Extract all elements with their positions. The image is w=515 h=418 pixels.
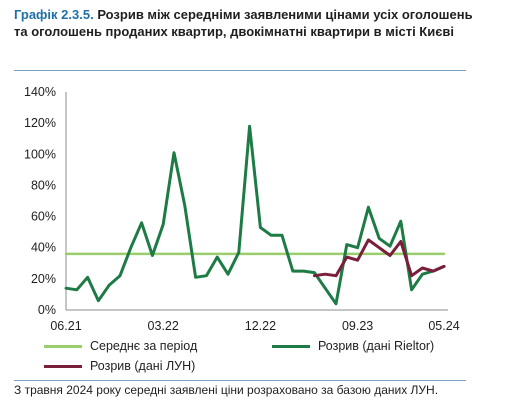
x-tick-label: 05.24 <box>428 319 459 333</box>
chart-title: Графік 2.3.5. Розрив між середніми заявл… <box>14 6 484 40</box>
x-tick-label: 06.21 <box>50 319 81 333</box>
x-tick-label: 09.23 <box>342 319 373 333</box>
x-tick-label: 12.22 <box>245 319 276 333</box>
y-tick-label: 20% <box>31 272 56 286</box>
y-tick-label: 100% <box>24 147 56 161</box>
x-tick-label: 03.22 <box>148 319 179 333</box>
legend-label-lun: Розрив (дані ЛУН) <box>90 359 196 373</box>
y-tick-label: 120% <box>24 116 56 130</box>
y-tick-label: 40% <box>31 241 56 255</box>
series-rieltor-line <box>64 124 446 306</box>
footnote: З травня 2024 року середні заявлені ціни… <box>14 383 439 397</box>
line-chart: 0% 20% 40% 60% 80% 100% 120% 140% 06.21 03.22 12.2… <box>24 85 460 333</box>
y-tick-label: 60% <box>31 210 56 224</box>
y-tick-label: 80% <box>31 178 56 192</box>
title-divider <box>14 70 466 71</box>
legend-swatch-average <box>44 344 82 348</box>
legend-label-average: Середнє за період <box>90 339 198 353</box>
legend-label-rieltor: Розрив (дані Rieltor) <box>318 339 435 353</box>
y-tick-label: 0% <box>38 303 56 317</box>
chart-title-prefix: Графік 2.3.5. <box>14 7 94 22</box>
legend-swatch-rieltor <box>272 344 310 348</box>
y-tick-label: 140% <box>24 85 56 99</box>
note-divider <box>14 380 466 381</box>
legend-item-rieltor: Розрив (дані Rieltor) <box>272 339 434 353</box>
chart-title-text: Розрив між середніми заявленими цінами у… <box>14 7 473 39</box>
series-lun-line <box>312 238 446 278</box>
legend-swatch-lun <box>44 364 82 368</box>
legend-item-lun: Розрив (дані ЛУН) <box>44 359 195 373</box>
legend-item-average: Середнє за період <box>44 339 197 353</box>
